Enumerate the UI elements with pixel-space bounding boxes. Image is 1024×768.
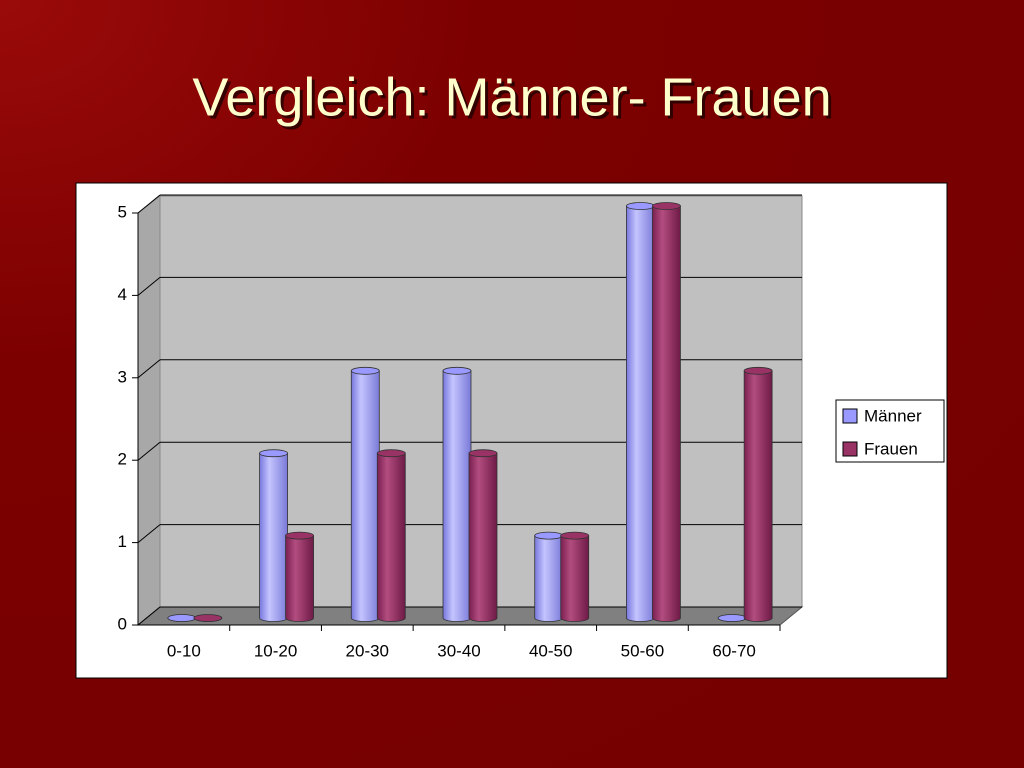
cylinder-top bbox=[468, 449, 498, 458]
cylinder bbox=[350, 366, 380, 622]
cylinder-top bbox=[259, 449, 288, 458]
y-tick-label: 3 bbox=[118, 367, 127, 386]
legend-swatch bbox=[842, 441, 858, 457]
cylinder-body bbox=[350, 370, 380, 622]
cylinder-top bbox=[534, 531, 564, 540]
x-tick-label: 60-70 bbox=[712, 641, 755, 660]
side-grid-line bbox=[137, 194, 161, 214]
cylinder bbox=[534, 531, 564, 622]
cylinder-top bbox=[626, 202, 655, 210]
cylinder-body bbox=[560, 535, 590, 622]
cylinder bbox=[717, 614, 747, 622]
cylinder-body bbox=[376, 452, 406, 622]
cylinder bbox=[259, 449, 288, 622]
cylinder bbox=[376, 449, 406, 622]
cylinder bbox=[442, 366, 472, 622]
cylinder bbox=[626, 202, 655, 622]
cylinder bbox=[285, 531, 314, 622]
cylinder-top bbox=[350, 366, 380, 375]
cylinder-body bbox=[652, 205, 681, 622]
cylinder-body bbox=[534, 535, 564, 622]
cylinder-top bbox=[717, 614, 747, 622]
cylinder bbox=[652, 202, 681, 622]
cylinder-body bbox=[743, 370, 773, 622]
cylinder bbox=[167, 614, 197, 622]
cylinder-body bbox=[259, 452, 288, 622]
cylinder-top bbox=[376, 449, 406, 458]
cylinder-body bbox=[626, 205, 655, 622]
cylinder-top bbox=[442, 366, 472, 375]
cylinder-top bbox=[285, 531, 314, 540]
y-tick-label: 1 bbox=[118, 532, 127, 551]
cylinder bbox=[743, 366, 773, 622]
cylinder-body bbox=[285, 535, 314, 622]
cylinder-body bbox=[442, 370, 472, 622]
y-tick-label: 5 bbox=[118, 202, 127, 221]
cylinder-body bbox=[468, 452, 498, 622]
side-grid-line bbox=[137, 524, 161, 543]
x-tick-label: 50-60 bbox=[621, 641, 664, 660]
chart-title: Vergleich: Männer- Frauen bbox=[192, 67, 831, 127]
x-tick-label: 0-10 bbox=[167, 641, 201, 660]
title-shadow: Vergleich: Männer- Frauen bbox=[195, 70, 834, 130]
cylinder-top bbox=[743, 366, 773, 375]
cylinder bbox=[468, 449, 498, 622]
cylinder-top bbox=[652, 202, 681, 210]
y-tick-label: 2 bbox=[118, 450, 127, 469]
side-grid-line bbox=[137, 441, 161, 461]
side-grid-line bbox=[137, 277, 161, 296]
x-tick-label: 30-40 bbox=[437, 641, 480, 660]
cylinder-top bbox=[560, 531, 590, 540]
cylinder bbox=[193, 614, 223, 622]
legend-label: Männer bbox=[864, 406, 922, 425]
legend-swatch bbox=[842, 408, 858, 424]
cylinder-top bbox=[167, 614, 197, 622]
side-wall bbox=[137, 194, 161, 627]
side-grid-line bbox=[137, 606, 161, 626]
x-tick-label: 20-30 bbox=[346, 641, 389, 660]
cylinder bbox=[560, 531, 590, 622]
x-tick-label: 10-20 bbox=[254, 641, 297, 660]
y-tick-label: 4 bbox=[118, 285, 127, 304]
y-tick-label: 0 bbox=[118, 614, 127, 633]
legend-label: Frauen bbox=[864, 439, 918, 458]
x-tick-label: 40-50 bbox=[529, 641, 572, 660]
cylinder-top bbox=[193, 614, 223, 622]
side-grid-line bbox=[137, 359, 161, 379]
